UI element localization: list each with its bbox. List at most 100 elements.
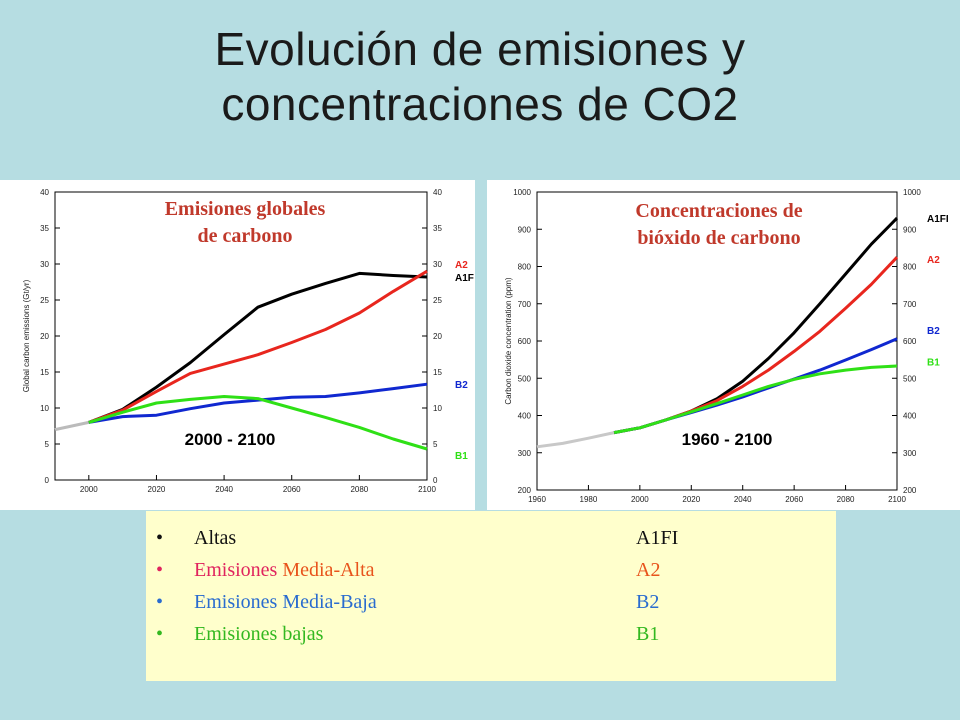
- y-axis-label: Global carbon emissions (Gt/yr): [22, 279, 31, 392]
- y-tick-label-right: 500: [903, 374, 917, 383]
- series-end-label: A2: [927, 255, 940, 266]
- series-end-label: B2: [455, 380, 468, 391]
- legend-label-part2: Media-Alta: [282, 559, 375, 581]
- y-tick-label-right: 5: [433, 440, 438, 449]
- legend-code: A1FI: [636, 527, 679, 549]
- series-end-label: A2: [455, 260, 468, 271]
- series-line-a2: [613, 256, 899, 435]
- concentration-chart: 200 200 300 300 400 400 500 500 600 600 700 700 800 8…: [504, 188, 949, 504]
- y-tick-label-right: 900: [903, 225, 917, 234]
- legend-bullet: •: [156, 591, 164, 613]
- y-tick-label: 300: [518, 449, 532, 458]
- title-line-1: Evolución de emisiones y: [214, 23, 746, 75]
- y-tick-label: 10: [40, 404, 49, 413]
- y-tick-label: 15: [40, 368, 49, 377]
- y-tick-label-right: 700: [903, 300, 917, 309]
- series-line-b2: [88, 382, 428, 424]
- x-tick-label: 2000: [631, 495, 649, 504]
- legend-label: Emisiones Media-Alta: [194, 559, 375, 582]
- y-tick-label: 400: [518, 412, 532, 421]
- legend-code: A2: [636, 559, 661, 581]
- series-line-historical: [536, 431, 615, 449]
- slide-title: Evolución de emisiones y concentraciones…: [0, 22, 960, 132]
- legend-item-a1fi: • Altas A1FI: [146, 527, 836, 557]
- y-tick-label-right: 35: [433, 224, 442, 233]
- chart-title-line-2: de carbono: [198, 225, 293, 247]
- legend-bullet: •: [156, 527, 164, 549]
- x-tick-label: 2020: [148, 485, 166, 494]
- chart-title-line-1: Emisiones globales: [165, 198, 326, 220]
- y-tick-label-right: 300: [903, 449, 917, 458]
- y-tick-label-right: 40: [433, 188, 442, 197]
- series-end-label: B2: [927, 326, 940, 337]
- y-tick-label: 200: [518, 486, 532, 495]
- legend-bullet: •: [156, 559, 164, 581]
- y-tick-label: 40: [40, 188, 49, 197]
- y-axis-label: Carbon dioxide concentration (ppm): [504, 277, 513, 405]
- x-tick-label: 2080: [350, 485, 368, 494]
- y-tick-label-right: 10: [433, 404, 442, 413]
- y-tick-label: 35: [40, 224, 49, 233]
- y-tick-label-right: 30: [433, 260, 442, 269]
- x-tick-label: 2040: [734, 495, 752, 504]
- x-tick-label: 2060: [283, 485, 301, 494]
- series-end-label: A1FI: [927, 214, 949, 225]
- y-tick-label: 20: [40, 332, 49, 341]
- y-tick-label: 5: [45, 440, 50, 449]
- series-line-a1f: [88, 271, 428, 424]
- y-tick-label: 0: [45, 476, 50, 485]
- y-tick-label: 600: [518, 337, 532, 346]
- y-tick-label: 30: [40, 260, 49, 269]
- legend-label-part1: Emisiones: [194, 559, 283, 581]
- series-line-historical: [54, 420, 90, 432]
- y-tick-label: 900: [518, 225, 532, 234]
- y-tick-label-right: 15: [433, 368, 442, 377]
- legend-item-b2: • Emisiones Media-Baja B2: [146, 591, 836, 621]
- series-line-a2: [88, 269, 428, 424]
- series-end-label: A1F: [455, 273, 474, 284]
- legend-label: Emisiones bajas: [194, 623, 324, 645]
- series-line-b1: [613, 364, 898, 435]
- emissions-chart-panel: 0 0 5 5 10 10 15 15 20 20 25 25 30 30 35 35 40 40 2000 2020…: [0, 180, 475, 510]
- series-end-label: B1: [455, 451, 468, 462]
- y-tick-label: 25: [40, 296, 49, 305]
- y-tick-label-right: 1000: [903, 188, 921, 197]
- scenario-legend: • Altas A1FI • Emisiones Media-Alta A2 •…: [146, 511, 836, 681]
- x-tick-label: 2020: [682, 495, 700, 504]
- concentration-chart-panel: 200 200 300 300 400 400 500 500 600 600 700 700 800 8…: [487, 180, 960, 510]
- x-tick-label: 2040: [215, 485, 233, 494]
- series-line-b1: [88, 395, 428, 451]
- x-tick-label: 2100: [888, 495, 906, 504]
- y-tick-label-right: 600: [903, 337, 917, 346]
- x-tick-label: 2060: [785, 495, 803, 504]
- legend-code: B1: [636, 623, 660, 645]
- x-tick-label: 1960: [528, 495, 546, 504]
- y-tick-label-right: 800: [903, 263, 917, 272]
- period-label: 1960 - 2100: [682, 430, 773, 449]
- legend-item-b1: • Emisiones bajas B1: [146, 623, 836, 653]
- chart-title-line-2: bióxido de carbono: [637, 227, 800, 249]
- y-tick-label: 700: [518, 300, 532, 309]
- x-tick-label: 2000: [80, 485, 98, 494]
- y-tick-label-right: 0: [433, 476, 438, 485]
- x-tick-label: 2080: [837, 495, 855, 504]
- y-tick-label-right: 200: [903, 486, 917, 495]
- series-line-b2: [613, 337, 898, 435]
- legend-code: B2: [636, 591, 660, 613]
- y-tick-label: 800: [518, 263, 532, 272]
- series-end-label: B1: [927, 357, 940, 368]
- y-tick-label-right: 400: [903, 412, 917, 421]
- legend-label: Emisiones Media-Baja: [194, 591, 377, 613]
- x-tick-label: 1980: [580, 495, 598, 504]
- legend-label: Altas: [194, 527, 237, 549]
- y-tick-label-right: 20: [433, 332, 442, 341]
- y-tick-label: 1000: [513, 188, 531, 197]
- legend-bullet: •: [156, 623, 164, 645]
- title-line-2: concentraciones de CO2: [221, 78, 739, 130]
- period-label: 2000 - 2100: [185, 430, 276, 449]
- chart-title-line-1: Concentraciones de: [635, 200, 802, 222]
- y-tick-label: 500: [518, 374, 532, 383]
- y-tick-label-right: 25: [433, 296, 442, 305]
- legend-item-a2: • Emisiones Media-Alta A2: [146, 559, 836, 589]
